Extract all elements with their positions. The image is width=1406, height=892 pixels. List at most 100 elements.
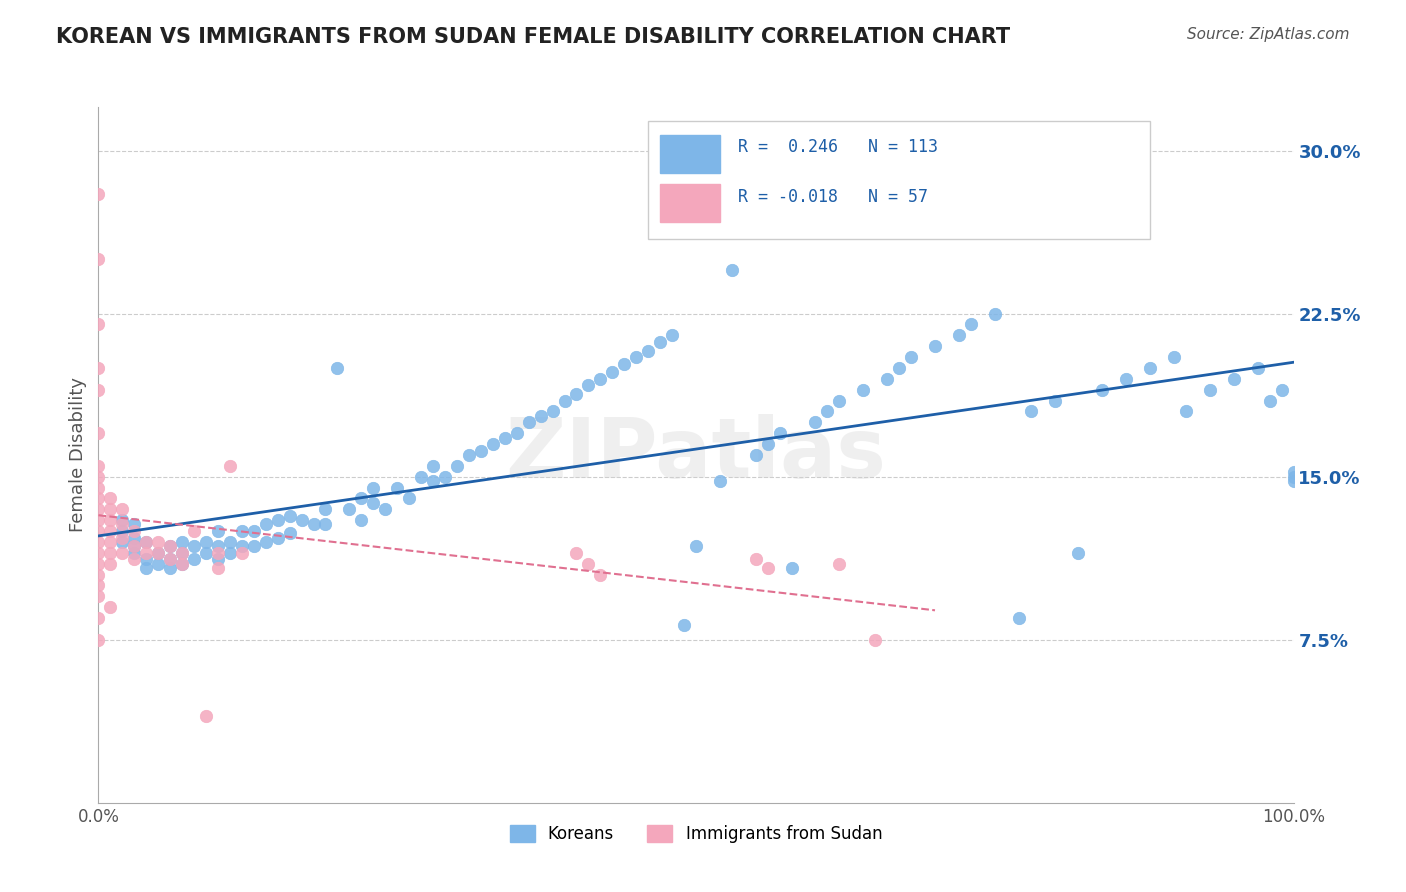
- Point: [517, 415, 540, 429]
- Point: [685, 539, 707, 553]
- Point: [87, 481, 110, 495]
- Point: [231, 524, 253, 538]
- Point: [1223, 372, 1246, 386]
- Point: [411, 469, 433, 483]
- Point: [87, 513, 110, 527]
- Point: [219, 458, 242, 473]
- Point: [124, 539, 146, 553]
- Point: [267, 531, 290, 545]
- Point: [745, 552, 768, 566]
- Point: [124, 531, 146, 545]
- FancyBboxPatch shape: [661, 135, 720, 173]
- Point: [1247, 360, 1270, 375]
- Point: [363, 496, 385, 510]
- Point: [98, 557, 122, 571]
- Point: [207, 539, 229, 553]
- Point: [602, 365, 624, 379]
- Point: [673, 617, 696, 632]
- Point: [278, 508, 301, 523]
- Point: [98, 491, 122, 506]
- Point: [219, 534, 242, 549]
- Point: [804, 415, 827, 429]
- Point: [984, 307, 1007, 321]
- Text: R =  0.246   N = 113: R = 0.246 N = 113: [738, 138, 938, 156]
- Point: [195, 534, 218, 549]
- Point: [1175, 404, 1198, 418]
- Point: [124, 517, 146, 532]
- Point: [637, 343, 659, 358]
- Point: [98, 546, 122, 560]
- Point: [865, 632, 887, 647]
- Point: [589, 567, 612, 582]
- Point: [124, 552, 146, 566]
- Point: [124, 524, 146, 538]
- Point: [326, 360, 349, 375]
- Point: [1115, 372, 1137, 386]
- Point: [254, 534, 277, 549]
- Point: [87, 318, 110, 332]
- Point: [1019, 404, 1042, 418]
- Point: [815, 404, 838, 418]
- Point: [111, 546, 134, 560]
- Point: [148, 546, 170, 560]
- Point: [768, 426, 790, 441]
- Point: [159, 539, 181, 553]
- Point: [98, 513, 122, 527]
- Point: [541, 404, 564, 418]
- Point: [111, 531, 134, 545]
- Point: [87, 611, 110, 625]
- Point: [219, 546, 242, 560]
- Point: [780, 561, 803, 575]
- Point: [648, 334, 672, 349]
- Point: [148, 534, 170, 549]
- Point: [1282, 466, 1305, 480]
- Point: [207, 524, 229, 538]
- FancyBboxPatch shape: [648, 121, 1150, 239]
- Point: [87, 534, 110, 549]
- Point: [315, 502, 337, 516]
- Point: [589, 372, 612, 386]
- Point: [1271, 383, 1294, 397]
- Point: [148, 546, 170, 560]
- Point: [98, 534, 122, 549]
- Point: [195, 708, 218, 723]
- Point: [207, 546, 229, 560]
- Point: [87, 524, 110, 538]
- Point: [1008, 611, 1031, 625]
- Point: [231, 539, 253, 553]
- Point: [243, 524, 266, 538]
- Point: [626, 350, 648, 364]
- Point: [111, 513, 134, 527]
- Point: [87, 360, 110, 375]
- Point: [363, 481, 385, 495]
- Point: [135, 534, 157, 549]
- Point: [111, 524, 134, 538]
- Point: [87, 546, 110, 560]
- Point: [111, 502, 134, 516]
- Point: [267, 513, 290, 527]
- Point: [98, 600, 122, 615]
- Point: [124, 546, 146, 560]
- Point: [1139, 360, 1161, 375]
- Point: [87, 589, 110, 603]
- Point: [172, 534, 194, 549]
- Point: [470, 443, 492, 458]
- Point: [1282, 474, 1305, 488]
- Point: [87, 491, 110, 506]
- Point: [565, 546, 588, 560]
- Point: [98, 524, 122, 538]
- Point: [315, 517, 337, 532]
- Point: [243, 539, 266, 553]
- Point: [924, 339, 946, 353]
- Point: [87, 383, 110, 397]
- Point: [422, 458, 444, 473]
- Point: [124, 539, 146, 553]
- Point: [111, 534, 134, 549]
- Text: ZIPatlas: ZIPatlas: [506, 415, 886, 495]
- Point: [172, 557, 194, 571]
- Point: [960, 318, 983, 332]
- Point: [1163, 350, 1185, 364]
- Point: [852, 383, 875, 397]
- Point: [506, 426, 529, 441]
- Point: [756, 561, 779, 575]
